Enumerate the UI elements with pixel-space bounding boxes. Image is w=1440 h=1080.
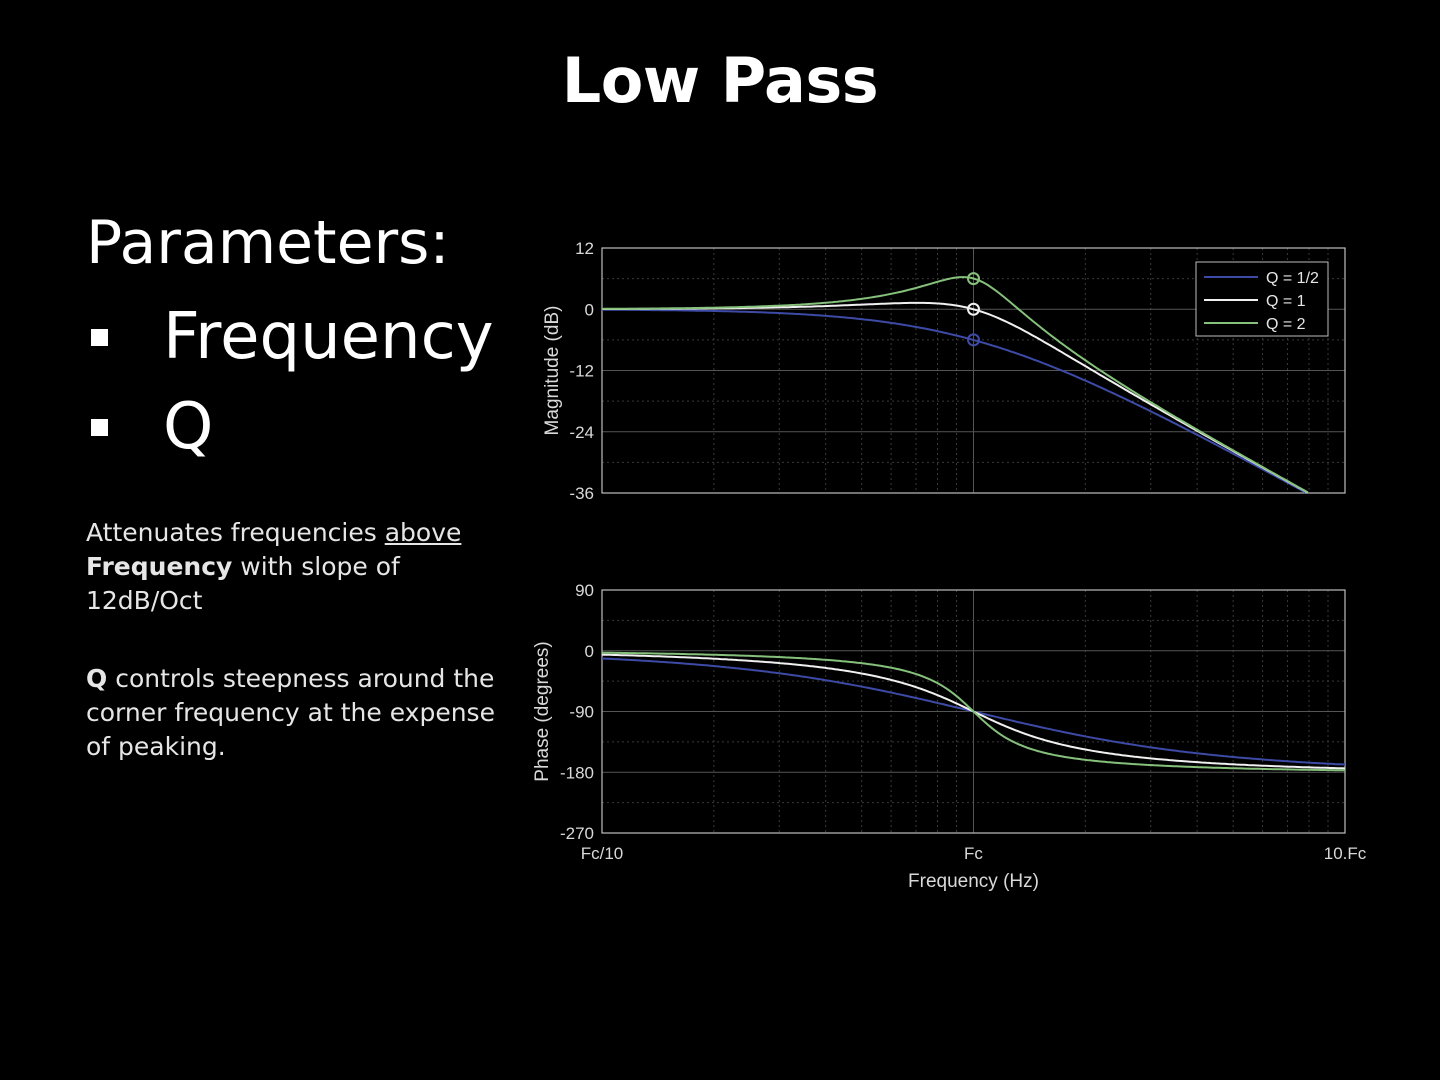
magnitude-y-tick-label: 0 bbox=[585, 300, 594, 319]
param-item-frequency: Frequency bbox=[86, 300, 494, 374]
description-attenuation: Attenuates frequencies above Frequency w… bbox=[86, 516, 506, 618]
magnitude-markers bbox=[967, 272, 980, 347]
phase-y-tick-label: -270 bbox=[560, 824, 594, 843]
desc1-bold: Frequency bbox=[86, 552, 233, 581]
phase-y-axis-label: Phase (degrees) bbox=[532, 641, 553, 781]
magnitude-series-line bbox=[601, 276, 1309, 494]
desc1-text-a: Attenuates frequencies bbox=[86, 518, 385, 547]
param-label-q: Q bbox=[163, 390, 214, 464]
param-label-frequency: Frequency bbox=[163, 300, 494, 374]
desc1-underlined: above bbox=[384, 518, 462, 547]
x-tick-label: Fc bbox=[964, 844, 983, 863]
magnitude-fc-marker bbox=[967, 333, 980, 347]
phase-grid: 90 0 -90 -180 -270 bbox=[560, 581, 1346, 843]
phase-curves bbox=[601, 651, 1346, 772]
phase-y-tick-label: -180 bbox=[560, 763, 594, 782]
magnitude-y-axis-label: Magnitude (dB) bbox=[542, 306, 563, 436]
phase-y-tick-label: -90 bbox=[569, 703, 594, 722]
param-item-q: Q bbox=[86, 390, 213, 464]
phase-axes-frame bbox=[601, 589, 1346, 834]
legend-entry-label: Q = 1 bbox=[1266, 293, 1306, 310]
x-axis-label: Frequency (Hz) bbox=[908, 871, 1039, 892]
magnitude-axes-frame bbox=[601, 247, 1346, 494]
magnitude-fc-marker bbox=[967, 272, 980, 286]
legend-entry-label: Q = 2 bbox=[1266, 316, 1306, 333]
phase-series-line bbox=[602, 651, 1345, 772]
slide-title: Low Pass bbox=[561, 44, 879, 117]
phase-y-tick-label: 90 bbox=[575, 581, 594, 600]
bullet-icon bbox=[91, 328, 108, 346]
desc2-bold: Q bbox=[86, 664, 108, 693]
x-tick-label: Fc/10 bbox=[581, 844, 624, 863]
desc2-text: controls steepness around the corner fre… bbox=[86, 664, 495, 761]
chart-legend: Q = 1/2 Q = 1 Q = 2 bbox=[1195, 261, 1329, 337]
magnitude-y-tick-label: -24 bbox=[569, 423, 594, 442]
x-tick-label: 10.Fc bbox=[1324, 844, 1367, 863]
magnitude-y-tick-label: 12 bbox=[575, 239, 594, 258]
axis-labels: Magnitude (dB) Phase (degrees) Fc/10 Fc 10.F… bbox=[532, 306, 1367, 892]
phase-y-tick-label: 0 bbox=[585, 642, 594, 661]
legend-entry-label: Q = 1/2 bbox=[1266, 270, 1319, 287]
magnitude-series-line bbox=[602, 308, 1306, 494]
magnitude-fc-marker bbox=[967, 302, 980, 316]
magnitude-y-tick-label: -36 bbox=[569, 484, 594, 503]
magnitude-y-tick-label: -12 bbox=[569, 362, 594, 381]
description-q: Q controls steepness around the corner f… bbox=[86, 662, 526, 764]
desc1-text-b: with slope of 12dB/Oct bbox=[86, 552, 400, 615]
parameters-heading: Parameters: bbox=[86, 208, 450, 278]
magnitude-curves bbox=[601, 276, 1309, 494]
bullet-icon bbox=[91, 418, 108, 436]
